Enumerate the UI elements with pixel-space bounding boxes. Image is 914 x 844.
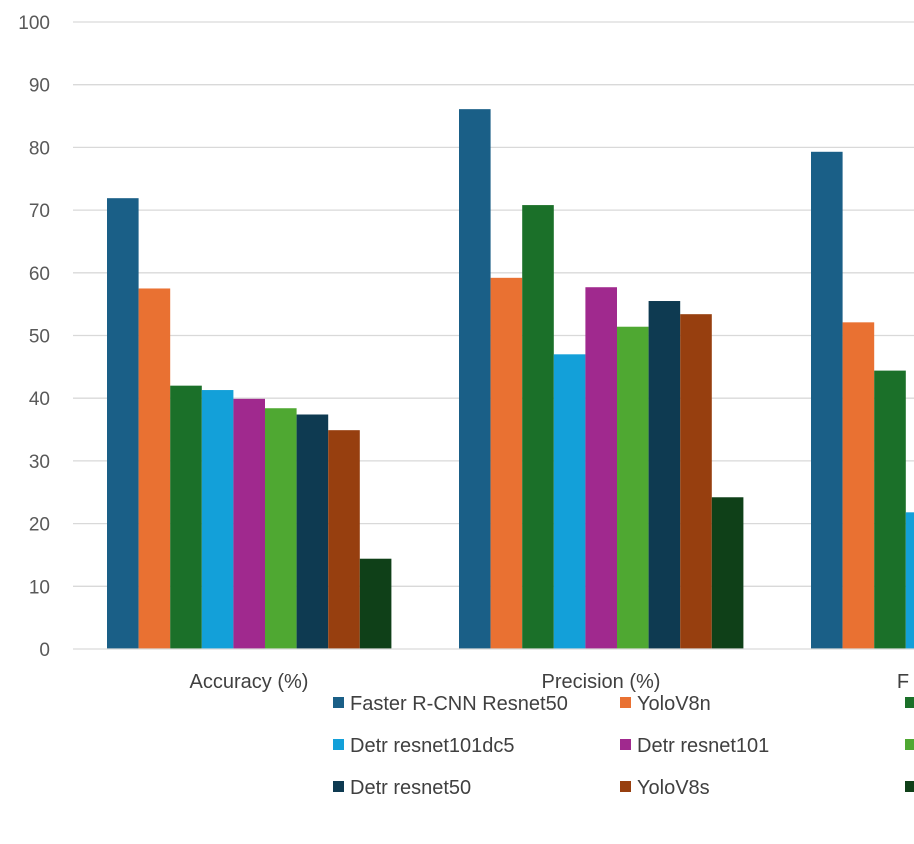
y-tick-label: 10 — [29, 577, 50, 598]
legend-label: Detr resnet50 — [350, 777, 471, 799]
y-tick-label: 40 — [29, 389, 50, 410]
legend-swatch — [905, 781, 914, 792]
bar — [490, 277, 523, 649]
bar — [359, 558, 392, 649]
legend-swatch — [620, 739, 631, 750]
y-tick-label: 90 — [29, 76, 50, 97]
bar — [648, 301, 681, 649]
bar — [522, 205, 554, 650]
legend-label: YoloV8s — [637, 777, 710, 799]
y-tick-label: 70 — [29, 201, 50, 222]
bar — [201, 390, 234, 649]
legend: Faster R-CNN Resnet50 YoloV8n Detr resnet1… — [333, 693, 914, 799]
legend-swatch — [620, 697, 631, 708]
category-label: F — [897, 671, 909, 693]
y-tick-label: 100 — [18, 13, 50, 34]
y-tick-label: 60 — [29, 264, 50, 285]
bar — [553, 354, 586, 649]
bar — [107, 198, 139, 649]
legend-label: Detr resnet101dc5 — [350, 735, 515, 757]
category-label: Accuracy (%) — [190, 671, 309, 693]
legend-label: Detr resnet101 — [637, 735, 769, 757]
legend-swatch — [620, 781, 631, 792]
bar — [233, 398, 265, 649]
bar — [842, 322, 875, 649]
bar — [874, 370, 906, 649]
y-tick-label: 50 — [29, 327, 50, 348]
y-tick-label: 20 — [29, 515, 50, 536]
bar — [617, 326, 649, 649]
legend-swatch — [905, 739, 914, 750]
legend-label: Faster R-CNN Resnet50 — [350, 693, 568, 715]
bar — [265, 408, 297, 649]
bar — [811, 151, 843, 649]
bar — [905, 512, 914, 649]
y-tick-label: 30 — [29, 452, 50, 473]
bars — [107, 109, 914, 650]
bar — [459, 109, 491, 649]
y-tick-label: 80 — [29, 138, 50, 159]
legend-label: YoloV8n — [637, 693, 711, 715]
legend-swatch — [333, 739, 344, 750]
legend-swatch — [905, 697, 914, 708]
legend-swatch — [333, 697, 344, 708]
bar — [296, 414, 329, 649]
y-tick-label: 0 — [39, 640, 50, 661]
bar — [680, 314, 712, 649]
bar — [328, 430, 360, 649]
category-labels: Accuracy (%) Precision (%) F — [190, 671, 910, 693]
bar — [170, 385, 202, 649]
y-axis-ticks: 0 10 20 30 40 50 60 70 80 90 100 — [18, 13, 50, 661]
category-label: Precision (%) — [542, 671, 661, 693]
bar — [585, 287, 617, 649]
bar — [711, 497, 744, 649]
bar — [138, 288, 171, 649]
legend-swatch — [333, 781, 344, 792]
